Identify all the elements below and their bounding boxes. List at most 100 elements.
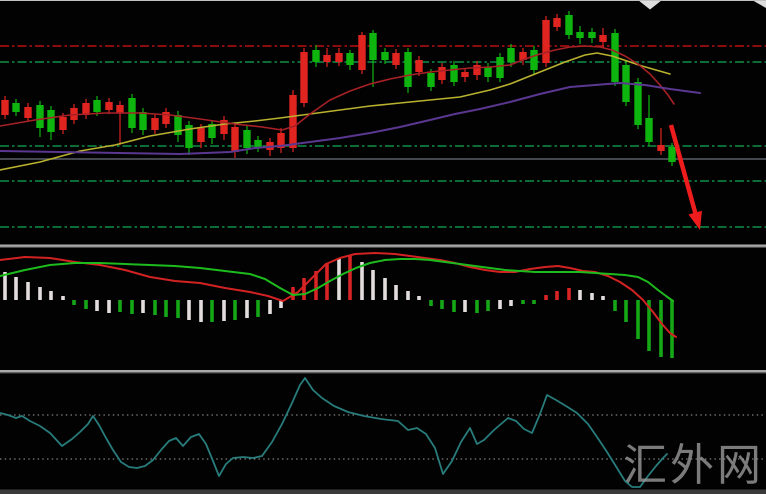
macd-histogram-bar [406,291,410,300]
candle-body [162,112,170,124]
candle-body [12,103,20,112]
macd-histogram-bar [360,262,364,300]
candle-body [59,117,67,130]
macd-histogram-bar [314,271,318,300]
candle-body [197,128,205,142]
panel-separator-2 [0,370,766,373]
macd-histogram-bar [130,300,134,314]
macd-histogram-bar [371,270,375,300]
panel-separator-1 [0,244,766,247]
candle-body [220,120,228,134]
macd-histogram-bar [26,282,30,300]
top-position-marker-icon [638,0,662,10]
macd-histogram-bar [578,290,582,300]
macd-histogram-bar [394,285,398,300]
candle-body [657,145,665,151]
candle-body [381,52,389,60]
macd-histogram-bar [245,300,249,318]
candle-body [427,73,435,87]
ma-purple [0,82,701,155]
macd-histogram-bar [176,300,180,318]
macd-histogram-bar [544,295,548,300]
macd-panel-content [0,252,677,358]
candle-body [599,35,607,42]
macd-histogram-bar [164,300,168,317]
ma-red [0,45,675,131]
candle-body [105,102,113,110]
candle-body [24,107,32,118]
candle-body [139,112,147,130]
candle-body [404,52,412,87]
candle-body [507,48,515,62]
macd-histogram-bar [61,296,65,300]
candle-body [392,53,400,65]
macd-dif-red [0,252,677,338]
macd-histogram-bar [118,300,122,312]
macd-histogram-bar [291,287,295,300]
price-panel-content [0,11,766,228]
panel-separator-shadow-2 [0,372,766,374]
macd-histogram-bar [590,293,594,300]
macd-histogram-bar [429,300,433,306]
corner-cursor-icon [752,0,766,8]
macd-histogram-bar [475,300,479,313]
candle-body [542,20,550,63]
macd-histogram-bar [38,287,42,300]
candle-body [415,60,423,72]
candle-body [82,103,90,115]
macd-histogram-bar [153,300,157,315]
candle-body [151,118,159,130]
candle-body [312,50,320,62]
macd-histogram-bar [613,300,617,311]
macd-histogram-bar [337,258,341,300]
macd-histogram-bar [107,300,111,313]
candle-body [484,67,492,77]
macd-histogram-bar [141,300,145,313]
candle-body [461,72,469,77]
macd-histogram-bar [49,291,53,300]
candle-body [47,110,55,132]
candle-body [323,55,331,62]
candle-body [358,35,366,70]
candle-body [576,32,584,38]
macd-histogram-bar [532,300,536,304]
macd-histogram-bar [498,300,502,309]
macd-histogram-bar [636,300,640,339]
candle-body [645,118,653,142]
macd-histogram-bar [440,300,444,309]
macd-histogram-bar [3,272,7,300]
macd-histogram-bar [325,263,329,300]
macd-histogram-bar [233,300,237,320]
candle-body [530,50,538,70]
candle-body [277,133,285,148]
macd-dea-green [0,258,674,302]
candle-body [335,53,343,62]
oscillator-panel[interactable] [0,373,766,489]
bottom-edge-band [0,489,766,494]
candle-body [519,52,527,60]
candle-body [438,67,446,80]
macd-histogram-bar [279,300,283,308]
candle-body [634,82,642,125]
ma-yellow [0,52,671,171]
macd-histogram-bar [463,300,467,312]
macd-histogram-bar [268,300,272,314]
candle-body [174,115,182,135]
candle-body [369,33,377,60]
macd-histogram-bar [256,300,260,317]
arrow-shaft [668,124,699,220]
candle-body [1,100,9,115]
candle-body [208,124,216,138]
macd-histogram-bar [624,300,628,322]
candle-body [346,53,354,65]
macd-histogram-bar [348,255,352,300]
candle-body [231,127,239,152]
macd-histogram-bar [659,300,663,357]
macd-histogram-bar [72,300,76,305]
candle-body [496,57,504,78]
sell-signal-arrow [668,124,702,230]
macd-histogram-bar [84,300,88,309]
macd-histogram-bar [14,277,18,300]
macd-histogram-bar [302,278,306,300]
